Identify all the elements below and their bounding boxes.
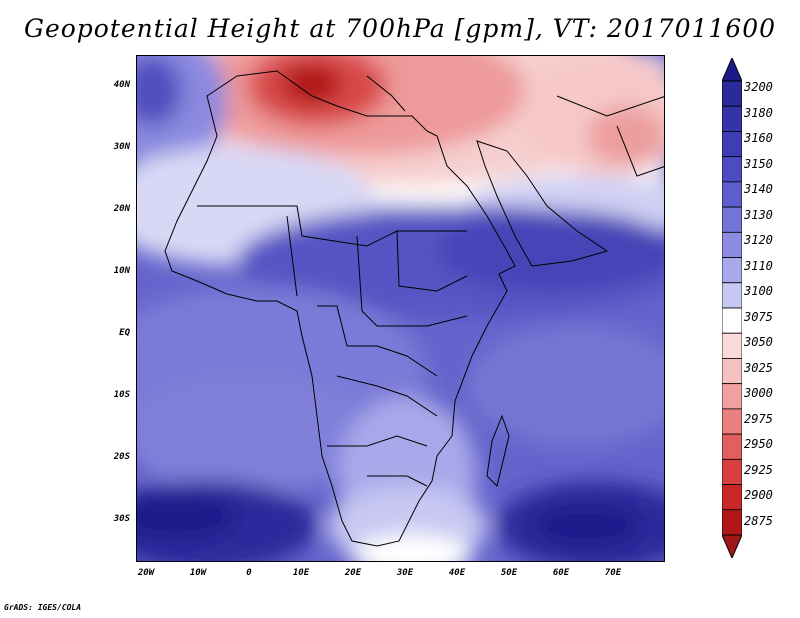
colorbar-cell <box>722 181 742 208</box>
colorbar-label-2900: 2900 <box>744 488 773 502</box>
colorbar-top-arrow <box>722 58 742 82</box>
lon-label-10e: 10E <box>292 568 310 578</box>
colorbar-label-3180: 3180 <box>744 106 773 120</box>
colorbar-cell <box>722 408 742 435</box>
colorbar-label-2950: 2950 <box>744 437 773 451</box>
colorbar-cell <box>722 509 742 536</box>
colorbar-label-3130: 3130 <box>744 208 773 222</box>
colorbar-cell <box>722 156 742 183</box>
colorbar-cell <box>722 80 742 107</box>
colorbar-cell <box>722 332 742 359</box>
lon-label-20e: 20E <box>344 568 362 578</box>
colorbar-cells <box>722 80 742 536</box>
colorbar-label-3160: 3160 <box>744 131 773 145</box>
lat-label-20s: 20S <box>113 452 130 462</box>
colorbar-cell <box>722 458 742 485</box>
colorbar-cell <box>722 433 742 460</box>
lon-label-50e: 50E <box>500 568 518 578</box>
colorbar-label-3075: 3075 <box>744 310 773 324</box>
lon-label-0: 0 <box>246 568 252 578</box>
colorbar-label-2925: 2925 <box>744 463 773 477</box>
lon-label-20w: 20W <box>137 568 155 578</box>
colorbar-label-3000: 3000 <box>744 386 773 400</box>
colorbar-cell <box>722 282 742 309</box>
colorbar-cell <box>722 257 742 284</box>
map-panel <box>136 55 665 562</box>
colorbar-cell <box>722 484 742 511</box>
colorbar-label-3025: 3025 <box>744 361 773 375</box>
colorbar-cell <box>722 231 742 258</box>
colorbar-label-2975: 2975 <box>744 412 773 426</box>
colorbar-label-3120: 3120 <box>744 233 773 247</box>
lon-label-30e: 30E <box>396 568 414 578</box>
geopotential-field <box>137 56 664 561</box>
lat-label-10s: 10S <box>113 390 130 400</box>
lon-label-70e: 70E <box>604 568 622 578</box>
colorbar-cell <box>722 105 742 132</box>
colorbar <box>722 58 742 558</box>
lat-label-10n: 10N <box>113 266 130 276</box>
lat-label-20n: 20N <box>113 204 130 214</box>
lon-label-10w: 10W <box>189 568 207 578</box>
colorbar-cell <box>722 206 742 233</box>
colorbar-cell <box>722 307 742 334</box>
colorbar-cell <box>722 358 742 385</box>
colorbar-label-2875: 2875 <box>744 514 773 528</box>
colorbar-cell <box>722 383 742 410</box>
colorbar-label-3050: 3050 <box>744 335 773 349</box>
lat-label-40n: 40N <box>113 80 130 90</box>
lon-label-40e: 40E <box>448 568 466 578</box>
colorbar-label-3110: 3110 <box>744 259 773 273</box>
colorbar-label-3140: 3140 <box>744 182 773 196</box>
colorbar-label-3200: 3200 <box>744 80 773 94</box>
lon-label-60e: 60E <box>552 568 570 578</box>
colorbar-label-3100: 3100 <box>744 284 773 298</box>
lat-label-eq: EQ <box>119 328 130 338</box>
grads-credit: GrADS: IGES/COLA <box>4 603 82 612</box>
colorbar-cell <box>722 131 742 158</box>
lat-label-30s: 30S <box>113 514 130 524</box>
colorbar-bottom-arrow <box>722 534 742 558</box>
map-title: Geopotential Height at 700hPa [gpm], VT:… <box>23 14 777 43</box>
lat-label-30n: 30N <box>113 142 130 152</box>
colorbar-label-3150: 3150 <box>744 157 773 171</box>
